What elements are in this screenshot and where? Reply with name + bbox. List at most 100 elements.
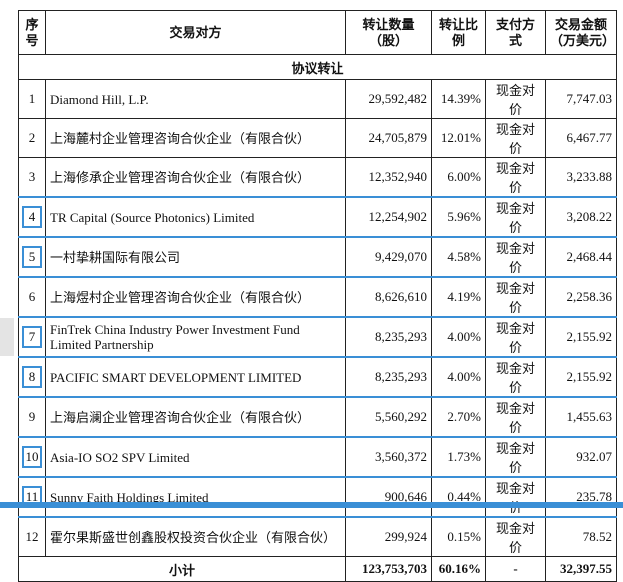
- row-pay: 现金对价: [485, 79, 546, 119]
- row-amount: 2,155.92: [545, 316, 617, 358]
- row-amount: 2,155.92: [545, 356, 617, 398]
- row-amount: 2,468.44: [545, 236, 617, 278]
- subtotal-pay: -: [485, 556, 546, 582]
- table-row: 12 霍尔果斯盛世创鑫股权投资合伙企业（有限合伙） 299,924 0.15% 现金对价…: [18, 516, 617, 557]
- row-pay: 现金对价: [485, 356, 546, 398]
- row-no: 3: [18, 157, 46, 198]
- row-qty: 12,254,902: [345, 196, 432, 238]
- subtotal-row: 小计 123,753,703 60.16% - 32,397.55: [18, 556, 617, 582]
- row-pay: 现金对价: [485, 196, 546, 238]
- row-no-highlight: 5: [22, 246, 42, 268]
- row-counterparty: Asia-IO SO2 SPV Limited: [45, 436, 346, 478]
- table-row: 11 Sunny Faith Holdings Limited 900,646 0.4…: [18, 476, 617, 518]
- table-row: 5 一村挚耕国际有限公司 9,429,070 4.58% 现金对价 2,468.44: [18, 236, 617, 278]
- row-qty: 8,626,610: [345, 276, 432, 318]
- row-qty: 900,646: [345, 476, 432, 518]
- row-counterparty: Diamond Hill, L.P.: [45, 79, 346, 119]
- row-pay: 现金对价: [485, 316, 546, 358]
- table-row: 9 上海启澜企业管理咨询合伙企业（有限合伙） 5,560,292 2.70% 现金对价 1…: [18, 396, 617, 438]
- row-no: 6: [18, 276, 46, 318]
- subtotal-qty: 123,753,703: [345, 556, 432, 582]
- row-counterparty: 上海麓村企业管理咨询合伙企业（有限合伙）: [45, 118, 346, 158]
- row-pay: 现金对价: [485, 436, 546, 478]
- row-qty: 5,560,292: [345, 396, 432, 438]
- table-row: 7 FinTrek China Industry Power Investment…: [18, 316, 617, 358]
- row-qty: 8,235,293: [345, 316, 432, 358]
- header-amount: 交易金额（万美元）: [545, 10, 617, 55]
- table-row: 6 上海煜村企业管理咨询合伙企业（有限合伙） 8,626,610 4.19% 现金对价 2…: [18, 276, 617, 318]
- row-no: 1: [18, 79, 46, 119]
- row-ratio: 4.00%: [431, 316, 486, 358]
- row-no: 4: [18, 196, 46, 238]
- row-no-highlight: 4: [22, 206, 42, 228]
- transfer-table: 序号 交易对方 转让数量（股） 转让比例 支付方式 交易金额（万美元） 协议转让…: [18, 10, 617, 582]
- row-amount: 1,455.63: [545, 396, 617, 438]
- row-amount: 78.52: [545, 516, 617, 557]
- row-amount: 932.07: [545, 436, 617, 478]
- row-ratio: 6.00%: [431, 157, 486, 198]
- row-qty: 8,235,293: [345, 356, 432, 398]
- row-no: 9: [18, 396, 46, 438]
- table-row: 3 上海修承企业管理咨询合伙企业（有限合伙） 12,352,940 6.00% 现金对价…: [18, 157, 617, 198]
- row-no: 8: [18, 356, 46, 398]
- row-pay: 现金对价: [485, 118, 546, 158]
- table-row: 4 TR Capital (Source Photonics) Limited 12…: [18, 196, 617, 238]
- row-amount: 3,208.22: [545, 196, 617, 238]
- row-ratio: 0.15%: [431, 516, 486, 557]
- row-qty: 9,429,070: [345, 236, 432, 278]
- header-qty: 转让数量（股）: [345, 10, 432, 55]
- row-ratio: 5.96%: [431, 196, 486, 238]
- row-qty: 29,592,482: [345, 79, 432, 119]
- row-amount: 7,747.03: [545, 79, 617, 119]
- header-pay: 支付方式: [485, 10, 546, 55]
- row-no-highlight: 10: [22, 446, 42, 468]
- row-amount: 235.78: [545, 476, 617, 518]
- header-row: 序号 交易对方 转让数量（股） 转让比例 支付方式 交易金额（万美元）: [18, 10, 617, 55]
- row-counterparty: 一村挚耕国际有限公司: [45, 236, 346, 278]
- subtotal-ratio: 60.16%: [431, 556, 486, 582]
- row-counterparty: FinTrek China Industry Power Investment …: [45, 316, 346, 358]
- row-no: 10: [18, 436, 46, 478]
- row-ratio: 2.70%: [431, 396, 486, 438]
- row-amount: 3,233.88: [545, 157, 617, 198]
- row-no: 7: [18, 316, 46, 358]
- table-body: 1 Diamond Hill, L.P. 29,592,482 14.39% 现金对价 7…: [18, 79, 617, 557]
- row-no: 2: [18, 118, 46, 158]
- section-row: 协议转让: [18, 54, 617, 80]
- row-no: 12: [18, 516, 46, 557]
- row-counterparty: Sunny Faith Holdings Limited: [45, 476, 346, 518]
- table-row: 2 上海麓村企业管理咨询合伙企业（有限合伙） 24,705,879 12.01% 现金对…: [18, 118, 617, 158]
- row-pay: 现金对价: [485, 276, 546, 318]
- row-qty: 299,924: [345, 516, 432, 557]
- row-no: 5: [18, 236, 46, 278]
- transfer-table-container: 序号 交易对方 转让数量（股） 转让比例 支付方式 交易金额（万美元） 协议转让…: [18, 10, 617, 582]
- subtotal-amount: 32,397.55: [545, 556, 617, 582]
- row-pay: 现金对价: [485, 157, 546, 198]
- row-counterparty: 上海修承企业管理咨询合伙企业（有限合伙）: [45, 157, 346, 198]
- section-title: 协议转让: [18, 54, 617, 80]
- row-qty: 24,705,879: [345, 118, 432, 158]
- header-ratio: 转让比例: [431, 10, 486, 55]
- row-ratio: 4.58%: [431, 236, 486, 278]
- row-counterparty: 霍尔果斯盛世创鑫股权投资合伙企业（有限合伙）: [45, 516, 346, 557]
- row-counterparty: TR Capital (Source Photonics) Limited: [45, 196, 346, 238]
- row-qty: 3,560,372: [345, 436, 432, 478]
- header-no: 序号: [18, 10, 46, 55]
- row-counterparty: PACIFIC SMART DEVELOPMENT LIMITED: [45, 356, 346, 398]
- left-margin-marker: [0, 318, 14, 356]
- row-qty: 12,352,940: [345, 157, 432, 198]
- row-ratio: 4.00%: [431, 356, 486, 398]
- row-amount: 2,258.36: [545, 276, 617, 318]
- row-ratio: 12.01%: [431, 118, 486, 158]
- table-row: 10 Asia-IO SO2 SPV Limited 3,560,372 1.73% 现…: [18, 436, 617, 478]
- row-pay: 现金对价: [485, 516, 546, 557]
- header-counterparty: 交易对方: [45, 10, 346, 55]
- row-amount: 6,467.77: [545, 118, 617, 158]
- row-counterparty: 上海煜村企业管理咨询合伙企业（有限合伙）: [45, 276, 346, 318]
- row-no-highlight: 8: [22, 366, 42, 388]
- row-no: 11: [18, 476, 46, 518]
- row-pay: 现金对价: [485, 236, 546, 278]
- row-pay: 现金对价: [485, 396, 546, 438]
- row-ratio: 14.39%: [431, 79, 486, 119]
- row-ratio: 4.19%: [431, 276, 486, 318]
